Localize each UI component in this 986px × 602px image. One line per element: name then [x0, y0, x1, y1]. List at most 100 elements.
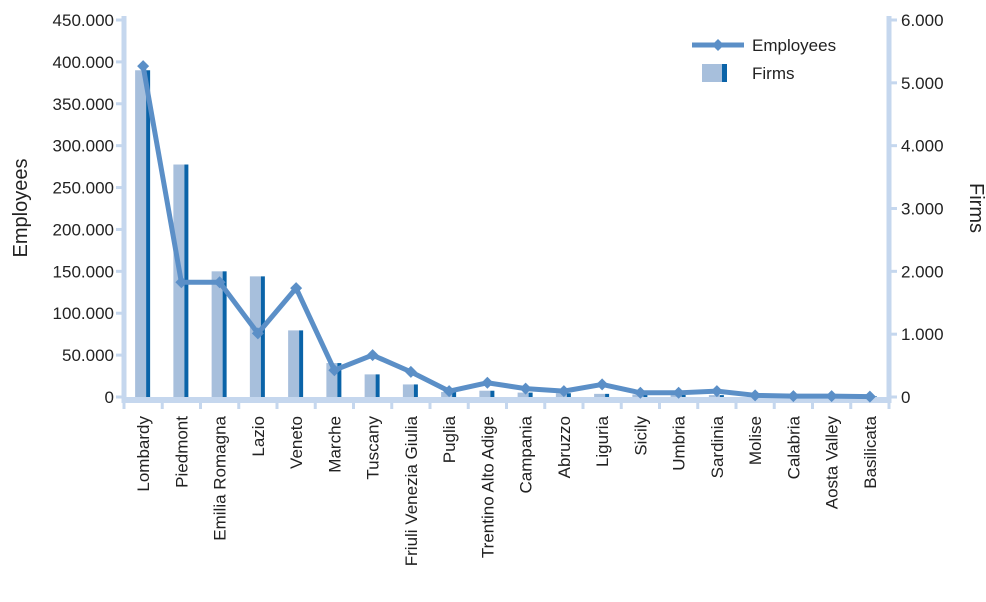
bar-light	[594, 393, 606, 397]
bar-light	[135, 70, 147, 398]
x-tick-label: Lombardy	[134, 416, 153, 492]
y-tick-label: 400.000	[53, 53, 114, 72]
y-tick-label: 0	[105, 388, 114, 407]
x-tick-label: Tuscany	[364, 416, 383, 480]
bar	[288, 330, 304, 397]
x-tick-label: Friuli Venezia Giulia	[402, 415, 421, 566]
y2-axis-title: Firms	[965, 183, 986, 233]
y2-tick-label: 6.000	[901, 11, 944, 30]
bar-dark	[719, 395, 724, 397]
bar-light	[555, 393, 567, 397]
legend: Employees Firms	[692, 36, 836, 83]
x-tick-label: Aosta Valley	[823, 416, 842, 510]
y2-tick-label: 4.000	[901, 137, 944, 156]
bar-dark	[643, 394, 648, 397]
x-tick-label: Sicily	[631, 416, 650, 456]
bar-dark	[528, 392, 533, 397]
y-tick-label: 300.000	[53, 137, 114, 156]
bar-dark	[299, 330, 304, 397]
bar-dark	[452, 391, 457, 397]
bar-dark	[605, 393, 610, 397]
bar-light	[708, 395, 720, 397]
line-point	[634, 386, 647, 399]
bar	[364, 374, 380, 397]
bar	[326, 363, 342, 397]
employees-line	[137, 60, 876, 403]
line-point	[328, 364, 341, 377]
firms-bars	[135, 70, 877, 398]
line-point	[251, 327, 264, 340]
x-tick-label: Sardinia	[708, 415, 727, 478]
line-point	[825, 390, 838, 403]
y-axis-title: Employees	[10, 159, 32, 258]
bar	[517, 392, 533, 397]
x-tick-label: Marche	[325, 416, 344, 473]
line-point	[749, 389, 762, 402]
x-tick-label: Piedmont	[172, 416, 191, 488]
y2-tick-label: 2.000	[901, 262, 944, 281]
y-tick-label: 150.000	[53, 262, 114, 281]
legend-label-employees: Employees	[752, 36, 836, 55]
line-point	[596, 378, 609, 391]
line-point	[366, 349, 379, 362]
bar-light	[517, 392, 529, 397]
y-tick-label: 450.000	[53, 11, 114, 30]
y-tick-label: 200.000	[53, 220, 114, 239]
bar	[402, 384, 418, 397]
line-point	[404, 365, 417, 378]
axes	[116, 16, 897, 409]
bar-light	[402, 384, 414, 397]
line-point	[519, 382, 532, 395]
bar	[594, 393, 610, 397]
x-tick-label: Basilicata	[861, 415, 880, 488]
bar-dark	[375, 374, 380, 397]
x-tick-label: Campania	[517, 415, 536, 493]
line-point	[481, 376, 494, 389]
x-tick-label: Trentino Alto Adige	[478, 416, 497, 558]
line-point	[863, 390, 876, 403]
legend-bar-swatch	[702, 64, 726, 82]
bar	[479, 390, 495, 397]
y-tick-label: 350.000	[53, 95, 114, 114]
bar-dark	[337, 363, 342, 397]
x-tick-label: Umbria	[670, 415, 689, 470]
line-point	[557, 385, 570, 398]
bar-dark	[490, 390, 495, 397]
y2-tick-label: 5.000	[901, 74, 944, 93]
line-path	[140, 65, 870, 400]
x-tick-label: Molise	[746, 416, 765, 465]
line-point	[213, 276, 226, 289]
x-tick-label: Liguria	[593, 415, 612, 467]
bar-dark	[681, 394, 686, 397]
bar-light	[211, 271, 223, 397]
bar-dark	[566, 393, 571, 397]
bar-dark	[260, 276, 265, 397]
x-tick-label: Emilia Romagna	[211, 415, 230, 540]
bar	[708, 395, 724, 397]
x-tick-label: Abruzzo	[555, 416, 574, 478]
legend-bar-swatch-dark	[722, 64, 727, 82]
bar-light	[326, 363, 338, 397]
line-point	[137, 60, 150, 73]
y2-tick-label: 3.000	[901, 200, 944, 219]
y-tick-label: 50.000	[62, 346, 114, 365]
x-tick-label: Calabria	[784, 415, 803, 479]
bar	[555, 393, 571, 397]
line-point	[175, 276, 188, 289]
x-tick-label: Puglia	[440, 415, 459, 463]
line-point	[443, 385, 456, 398]
x-tick-label: Veneto	[287, 416, 306, 469]
x-tick-label: Lazio	[249, 416, 268, 457]
line-point	[710, 385, 723, 398]
line-point	[290, 282, 303, 295]
y2-tick-label: 1.000	[901, 325, 944, 344]
bar-dark	[222, 271, 227, 397]
legend-line-marker	[712, 39, 724, 51]
y-tick-label: 100.000	[53, 304, 114, 323]
line-point	[787, 390, 800, 403]
bar	[135, 70, 151, 398]
bar-light	[364, 374, 376, 397]
bar-light	[479, 390, 491, 397]
y2-tick-label: 0	[901, 388, 910, 407]
